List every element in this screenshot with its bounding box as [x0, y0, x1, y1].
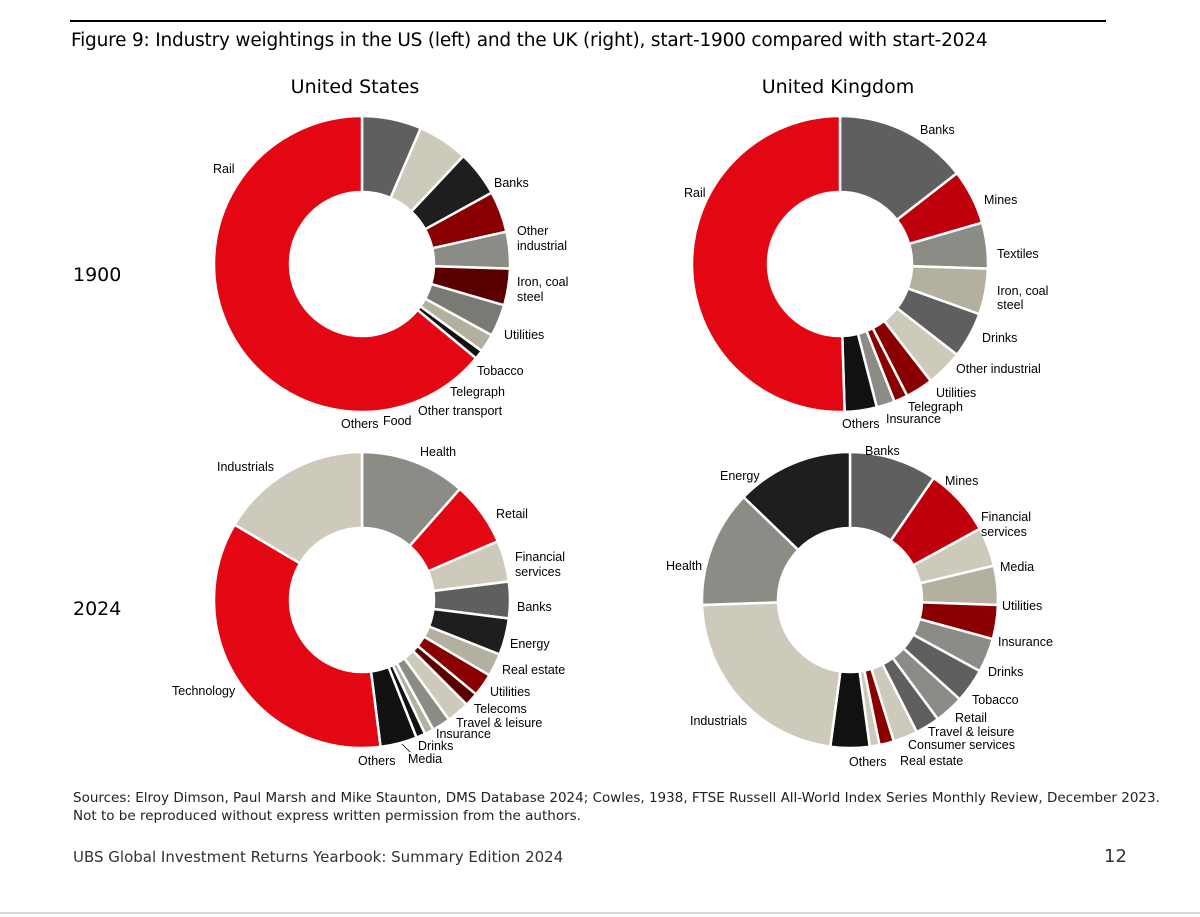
label-uk-1900-11: Others: [842, 417, 880, 431]
sources-note: Sources: Elroy Dimson, Paul Marsh and Mi…: [73, 789, 1160, 825]
bottom-divider: [0, 912, 1200, 914]
label-us-1900-0: Rail: [213, 162, 235, 176]
label-uk-1900-4: Iron, coal: [997, 284, 1048, 298]
label-us-1900-3: industrial: [517, 239, 567, 253]
label-us-1900-7: Tobacco: [477, 364, 524, 378]
label-us-2024-15: Media: [408, 752, 442, 766]
row-heading-2024: 2024: [73, 598, 122, 620]
label-uk-2024-12: Industrials: [690, 714, 747, 728]
label-uk-1900-0: Banks: [920, 123, 955, 137]
label-uk-1900-9: Telegraph: [908, 400, 963, 414]
label-uk-2024-2: Mines: [945, 474, 978, 488]
label-us-2024-11: Insurance: [436, 727, 491, 741]
label-us-1900-6: Utilities: [504, 328, 544, 342]
slice-energy: [741, 450, 852, 552]
label-us-2024-14: Others: [358, 754, 396, 768]
row-heading-1900: 1900: [73, 264, 122, 286]
label-us-2024-5: Banks: [517, 600, 552, 614]
label-uk-2024-0: Banks: [865, 444, 900, 458]
label-uk-2024-8: Insurance: [998, 635, 1053, 649]
label-uk-1900-2: Mines: [984, 193, 1017, 207]
label-us-2024-13: Technology: [172, 684, 236, 698]
label-us-2024-6: Energy: [510, 637, 550, 651]
top-rule: [70, 20, 1106, 22]
label-uk-2024-15: Others: [849, 755, 887, 769]
label-us-2024-12: Drinks: [418, 739, 453, 753]
label-uk-2024-13: Travel & leisure: [928, 725, 1014, 739]
label-uk-2024-10: Tobacco: [972, 693, 1019, 707]
label-us-1900-5: steel: [517, 290, 543, 304]
label-uk-1900-7: Other industrial: [956, 362, 1041, 376]
column-heading-us: United States: [290, 76, 420, 98]
label-uk-2024-14: Consumer services: [908, 738, 1015, 752]
column-heading-uk: United Kingdom: [761, 76, 915, 98]
label-us-1900-9: Other transport: [418, 404, 503, 418]
label-us-2024-1: Industrials: [217, 460, 274, 474]
sources-line-1: Sources: Elroy Dimson, Paul Marsh and Mi…: [73, 790, 1160, 806]
page-number: 12: [1104, 846, 1127, 867]
label-uk-1900-10: Insurance: [886, 412, 941, 426]
label-uk-2024-5: Media: [1000, 560, 1034, 574]
label-us-2024-0: Health: [420, 445, 456, 459]
slice-industrials: [232, 450, 364, 566]
label-uk-1900-8: Utilities: [936, 386, 976, 400]
slice-rail: [690, 114, 846, 414]
label-us-2024-8: Utilities: [490, 685, 530, 699]
label-uk-2024-9: Drinks: [988, 665, 1023, 679]
footer-title: UBS Global Investment Returns Yearbook: …: [73, 848, 564, 866]
label-uk-2024-1: Energy: [720, 469, 760, 483]
label-uk-2024-4: services: [981, 525, 1027, 539]
label-uk-1900-5: steel: [997, 298, 1023, 312]
leader-line-media: [401, 743, 411, 753]
label-uk-1900-3: Textiles: [997, 247, 1039, 261]
label-uk-2024-3: Financial: [981, 510, 1031, 524]
label-us-1900-8: Telegraph: [450, 385, 505, 399]
label-us-1900-4: Iron, coal: [517, 275, 568, 289]
label-us-2024-9: Telecoms: [474, 702, 527, 716]
label-us-1900-2: Other: [517, 224, 548, 238]
label-uk-2024-16: Real estate: [900, 754, 963, 768]
label-uk-2024-6: Health: [666, 559, 702, 573]
label-us-2024-2: Retail: [496, 507, 528, 521]
label-us-1900-1: Banks: [494, 176, 529, 190]
label-uk-1900-6: Drinks: [982, 331, 1017, 345]
label-uk-2024-7: Utilities: [1002, 599, 1042, 613]
label-uk-1900-1: Rail: [684, 186, 706, 200]
label-us-2024-3: Financial: [515, 550, 565, 564]
slice-technology: [212, 522, 382, 750]
label-us-2024-10: Travel & leisure: [456, 716, 542, 730]
label-us-1900-10: Food: [383, 414, 412, 428]
label-us-2024-7: Real estate: [502, 663, 565, 677]
slice-industrials: [700, 601, 842, 749]
label-us-2024-4: services: [515, 565, 561, 579]
figure-title: Figure 9: Industry weightings in the US …: [71, 30, 988, 51]
sources-line-2: Not to be reproduced without express wri…: [73, 808, 581, 824]
label-us-1900-11: Others: [341, 417, 379, 431]
label-uk-2024-11: Retail: [955, 711, 987, 725]
slice-rail: [212, 114, 478, 414]
donut-us-2024: Health Industrials Retail Financialservices…: [172, 445, 565, 768]
